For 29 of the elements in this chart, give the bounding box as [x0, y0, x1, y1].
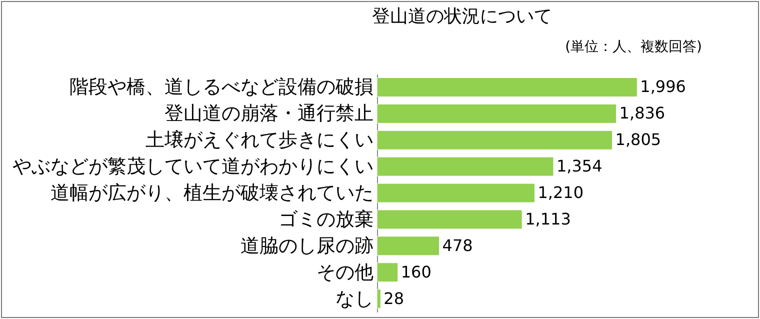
data-label: 478: [442, 236, 473, 255]
y-tick-label: 土壌がえぐれて歩きにくい: [146, 129, 374, 152]
y-tick-label: なし: [336, 288, 374, 310]
y-tick-label: 登山道の崩落・通行禁止: [164, 102, 374, 125]
bar: [376, 104, 617, 124]
data-label: 1,996: [640, 77, 686, 96]
bar: [376, 77, 638, 97]
bar: [376, 130, 613, 150]
y-tick-label: 階段や橋、道しるべなど設備の破損: [70, 76, 374, 98]
data-label: 1,805: [615, 130, 662, 150]
y-tick-label: その他: [316, 261, 374, 284]
data-label: 28: [384, 288, 404, 308]
data-label: 1,354: [556, 156, 602, 176]
y-tick-label: 道幅が広がり、植生が破壊されていた: [50, 182, 374, 204]
bar: [376, 183, 535, 203]
bar: [376, 156, 554, 176]
data-label: 1,113: [525, 209, 571, 228]
y-tick-label: 道脇のし尿の跡: [240, 234, 374, 257]
y-tick-label: ゴミの放棄: [278, 208, 374, 230]
bar: [376, 210, 522, 230]
data-label: 160: [400, 262, 432, 282]
bar: [376, 289, 381, 309]
y-tick-label: やぶなどが繁茂していて道がわかりにくい: [12, 156, 374, 178]
data-label: 1,210: [538, 183, 584, 202]
bar: [376, 262, 398, 282]
data-label: 1,836: [619, 104, 666, 123]
chart-title: 登山道の状況について: [372, 6, 552, 27]
text: (単位：人、複数回答): [565, 39, 702, 55]
bar: [376, 236, 440, 256]
